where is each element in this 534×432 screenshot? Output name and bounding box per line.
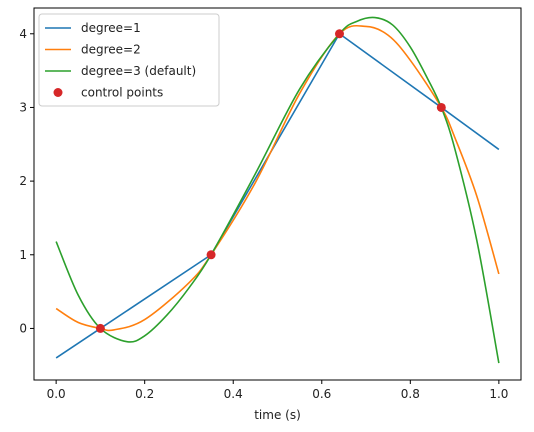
y-tick-label: 0 [19, 321, 27, 335]
legend-label: degree=1 [81, 21, 141, 35]
legend-label: degree=3 (default) [81, 64, 196, 78]
legend-label: control points [81, 86, 163, 100]
x-tick-label: 0.8 [401, 387, 420, 401]
control-point-marker [437, 103, 446, 112]
x-tick-label: 1.0 [489, 387, 508, 401]
y-tick-label: 1 [19, 248, 27, 262]
y-tick-label: 3 [19, 100, 27, 114]
x-tick-label: 0.2 [135, 387, 154, 401]
y-tick-label: 4 [19, 27, 27, 41]
x-tick-label: 0.6 [312, 387, 331, 401]
legend-label: degree=2 [81, 43, 141, 57]
x-tick-label: 0.0 [47, 387, 66, 401]
control-point-marker [207, 250, 216, 259]
x-axis-label: time (s) [254, 408, 301, 422]
y-tick-label: 2 [19, 174, 27, 188]
control-point-marker [96, 324, 105, 333]
legend: degree=1 degree=2 degree=3 (default) contro… [39, 14, 219, 106]
legend-marker [54, 88, 63, 97]
control-point-marker [335, 29, 344, 38]
x-tick-label: 0.4 [224, 387, 243, 401]
